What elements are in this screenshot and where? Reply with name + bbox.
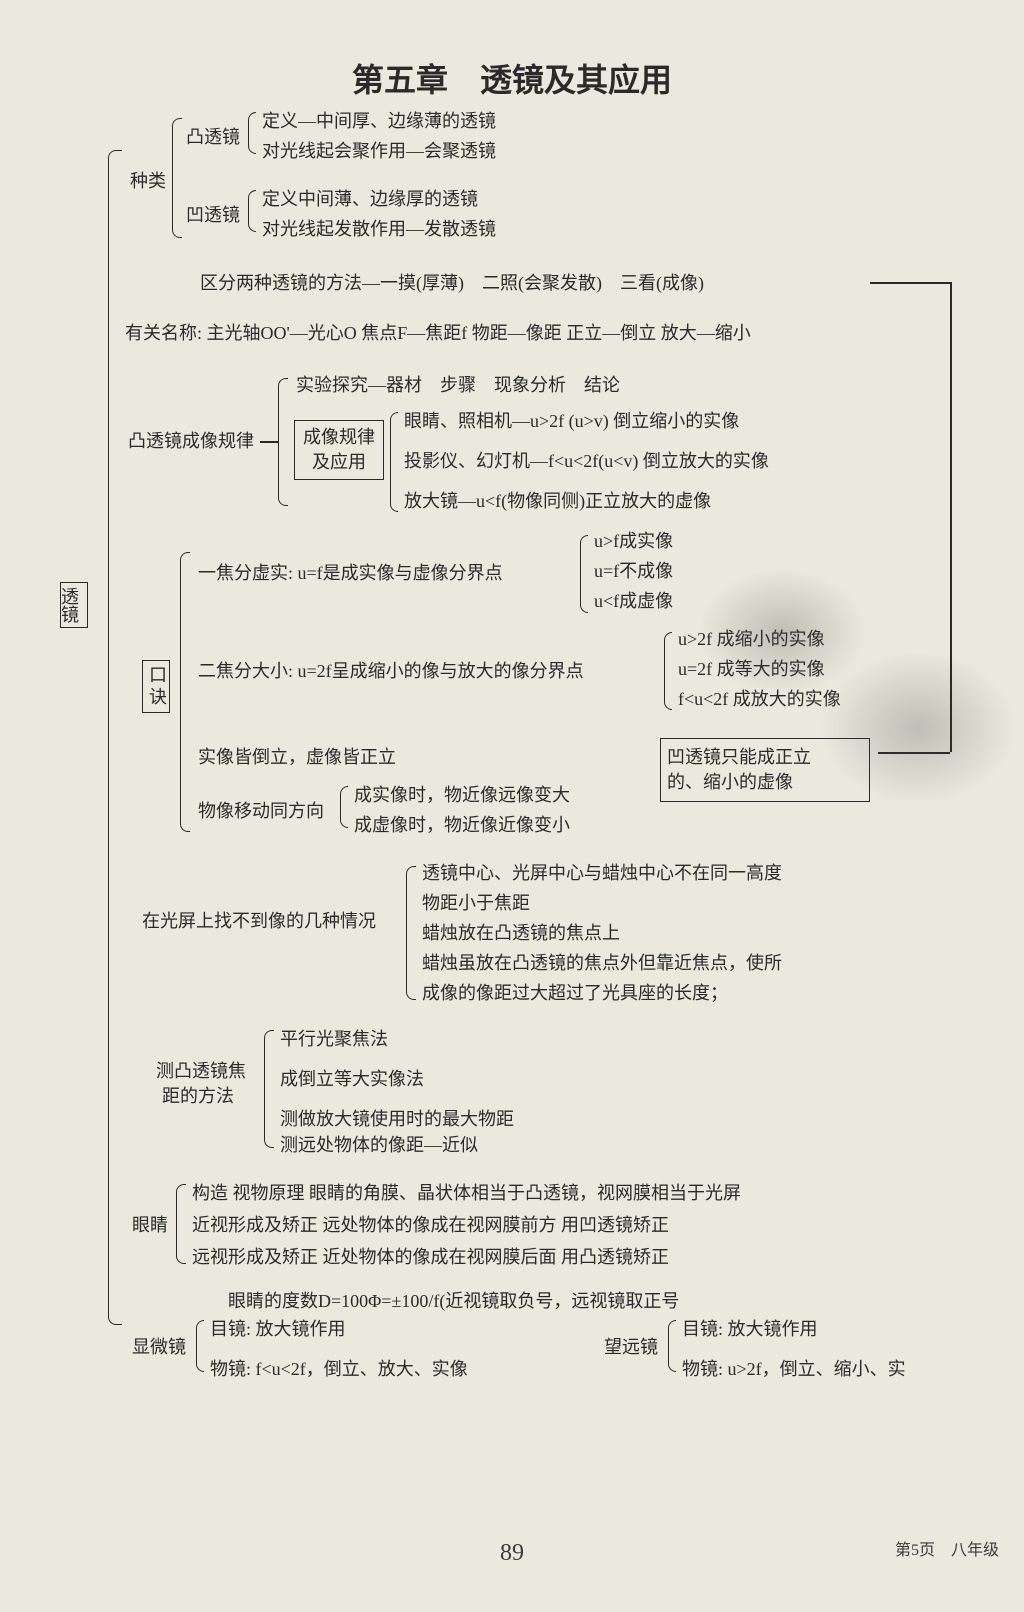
koujue-box: 口诀 — [142, 660, 170, 713]
koujue-d2: 成虚像时，物近像近像变小 — [354, 814, 570, 837]
microscope-label: 显微镜 — [132, 1336, 186, 1359]
convex-behavior: 对光线起会聚作用—会聚透镜 — [262, 140, 496, 163]
concave-behavior: 对光线起发散作用—发散透镜 — [262, 218, 496, 241]
no-image-2: 物距小于焦距 — [422, 892, 530, 915]
bracket-convex — [248, 112, 256, 154]
measure-l1: 测凸透镜焦 — [156, 1060, 246, 1083]
terms: 有关名称: 主光轴OO'—光心O 焦点F—焦距f 物距—像距 正立—倒立 放大—… — [125, 322, 751, 345]
concave-label: 凹透镜 — [186, 204, 240, 227]
rules-projector: 投影仪、幻灯机—f<u<2f(u<v) 倒立放大的实像 — [404, 450, 769, 473]
concave-note-box: 凹透镜只能成正立 的、缩小的虚像 — [660, 738, 870, 802]
chapter-title: 第五章 透镜及其应用 — [0, 55, 1024, 101]
koujue-b: 二焦分大小: u=2f呈成缩小的像与放大的像分界点 — [198, 660, 584, 683]
eye-label: 眼睛 — [132, 1214, 168, 1237]
koujue-d: 物像移动同方向 — [198, 800, 324, 823]
no-image-3: 蜡烛放在凸透镜的焦点上 — [422, 922, 620, 945]
no-image-4a: 蜡烛虽放在凸透镜的焦点外但靠近焦点，使所 — [422, 952, 782, 975]
bracket-noimg — [406, 866, 416, 1000]
vline-right — [950, 282, 952, 752]
eye-1: 构造 视物原理 眼睛的角膜、晶状体相当于凸透镜，视网膜相当于光屏 — [192, 1182, 741, 1205]
rules-box: 成像规律及应用 — [294, 420, 384, 480]
rules-exp: 实验探究—器材 步骤 现象分析 结论 — [296, 374, 620, 397]
rules-label: 凸透镜成像规律 — [128, 430, 254, 453]
page-root: 第五章 透镜及其应用 透镜 种类 凸透镜 定义—中间厚、边缘薄的透镜 对光线起会… — [0, 0, 1024, 1612]
bracket-rules-app — [390, 412, 398, 512]
telescope-obj: 物镜: u>2f，倒立、缩小、实 — [682, 1358, 906, 1381]
microscope-obj: 物镜: f<u<2f，倒立、放大、实像 — [210, 1358, 468, 1381]
koujue-a1: u>f成实像 — [594, 530, 673, 553]
koujue-c: 实像皆倒立，虚像皆正立 — [198, 746, 396, 769]
eye-4: 眼睛的度数D=100Φ=±100/f(近视镜取负号，远视镜取正号 — [228, 1290, 679, 1313]
rules-magnifier: 放大镜—u<f(物像同侧)正立放大的虚像 — [404, 490, 711, 513]
concave-def: 定义中间薄、边缘厚的透镜 — [262, 188, 478, 211]
measure-2: 成倒立等大实像法 — [280, 1068, 424, 1091]
line-to-box — [878, 752, 950, 754]
bracket-koujue-b — [664, 632, 672, 710]
bracket-tele — [668, 1320, 676, 1372]
line-rules — [260, 441, 278, 443]
koujue-d1: 成实像时，物近像远像变大 — [354, 784, 570, 807]
microscope-eye: 目镜: 放大镜作用 — [210, 1318, 346, 1341]
measure-l2: 距的方法 — [162, 1085, 234, 1108]
koujue-b2: u=2f 成等大的实像 — [678, 658, 825, 681]
bracket-koujue — [180, 552, 190, 832]
kind-label: 种类 — [130, 170, 166, 193]
bracket-koujue-a — [580, 535, 588, 613]
koujue-b3: f<u<2f 成放大的实像 — [678, 688, 841, 711]
eye-2: 近视形成及矫正 远处物体的像成在视网膜前方 用凹透镜矫正 — [192, 1214, 669, 1237]
main-bracket — [108, 150, 122, 1325]
bracket-concave — [248, 190, 256, 232]
bracket-kind — [172, 118, 182, 238]
root-box: 透镜 — [60, 582, 88, 628]
koujue-a3: u<f成虚像 — [594, 590, 673, 613]
bracket-micro — [196, 1320, 204, 1372]
no-image-label: 在光屏上找不到像的几种情况 — [142, 910, 376, 933]
distinguish: 区分两种透镜的方法—一摸(厚薄) 二照(会聚发散) 三看(成像) — [200, 272, 704, 295]
telescope-label: 望远镜 — [604, 1336, 658, 1359]
convex-def: 定义—中间厚、边缘薄的透镜 — [262, 110, 496, 133]
bracket-koujue-d — [340, 786, 348, 828]
no-image-1: 透镜中心、光屏中心与蜡烛中心不在同一高度 — [422, 862, 782, 885]
concave-note-l2: 的、缩小的虚像 — [667, 772, 793, 792]
koujue-b1: u>2f 成缩小的实像 — [678, 628, 825, 651]
concave-note-l1: 凹透镜只能成正立 — [667, 747, 811, 767]
bracket-measure — [264, 1030, 274, 1148]
no-image-4b: 成像的像距过大超过了光具座的长度； — [422, 982, 728, 1005]
footer-right: 第5页 八年级 — [895, 1536, 999, 1560]
measure-3a: 测做放大镜使用时的最大物距 — [280, 1108, 514, 1131]
telescope-eye: 目镜: 放大镜作用 — [682, 1318, 818, 1341]
koujue-a2: u=f不成像 — [594, 560, 673, 583]
measure-1: 平行光聚焦法 — [280, 1028, 388, 1051]
measure-3b: 测远处物体的像距—近似 — [280, 1134, 478, 1157]
bracket-eye — [176, 1184, 186, 1264]
eye-3: 远视形成及矫正 近处物体的像成在视网膜后面 用凸透镜矫正 — [192, 1246, 669, 1269]
koujue-a: 一焦分虚实: u=f是成实像与虚像分界点 — [198, 562, 503, 585]
rules-eyecam: 眼睛、照相机—u>2f (u>v) 倒立缩小的实像 — [404, 410, 739, 433]
line-to-right1 — [870, 282, 950, 284]
convex-label: 凸透镜 — [186, 126, 240, 149]
page-number: 89 — [0, 1540, 1024, 1567]
bracket-rules — [278, 378, 288, 506]
